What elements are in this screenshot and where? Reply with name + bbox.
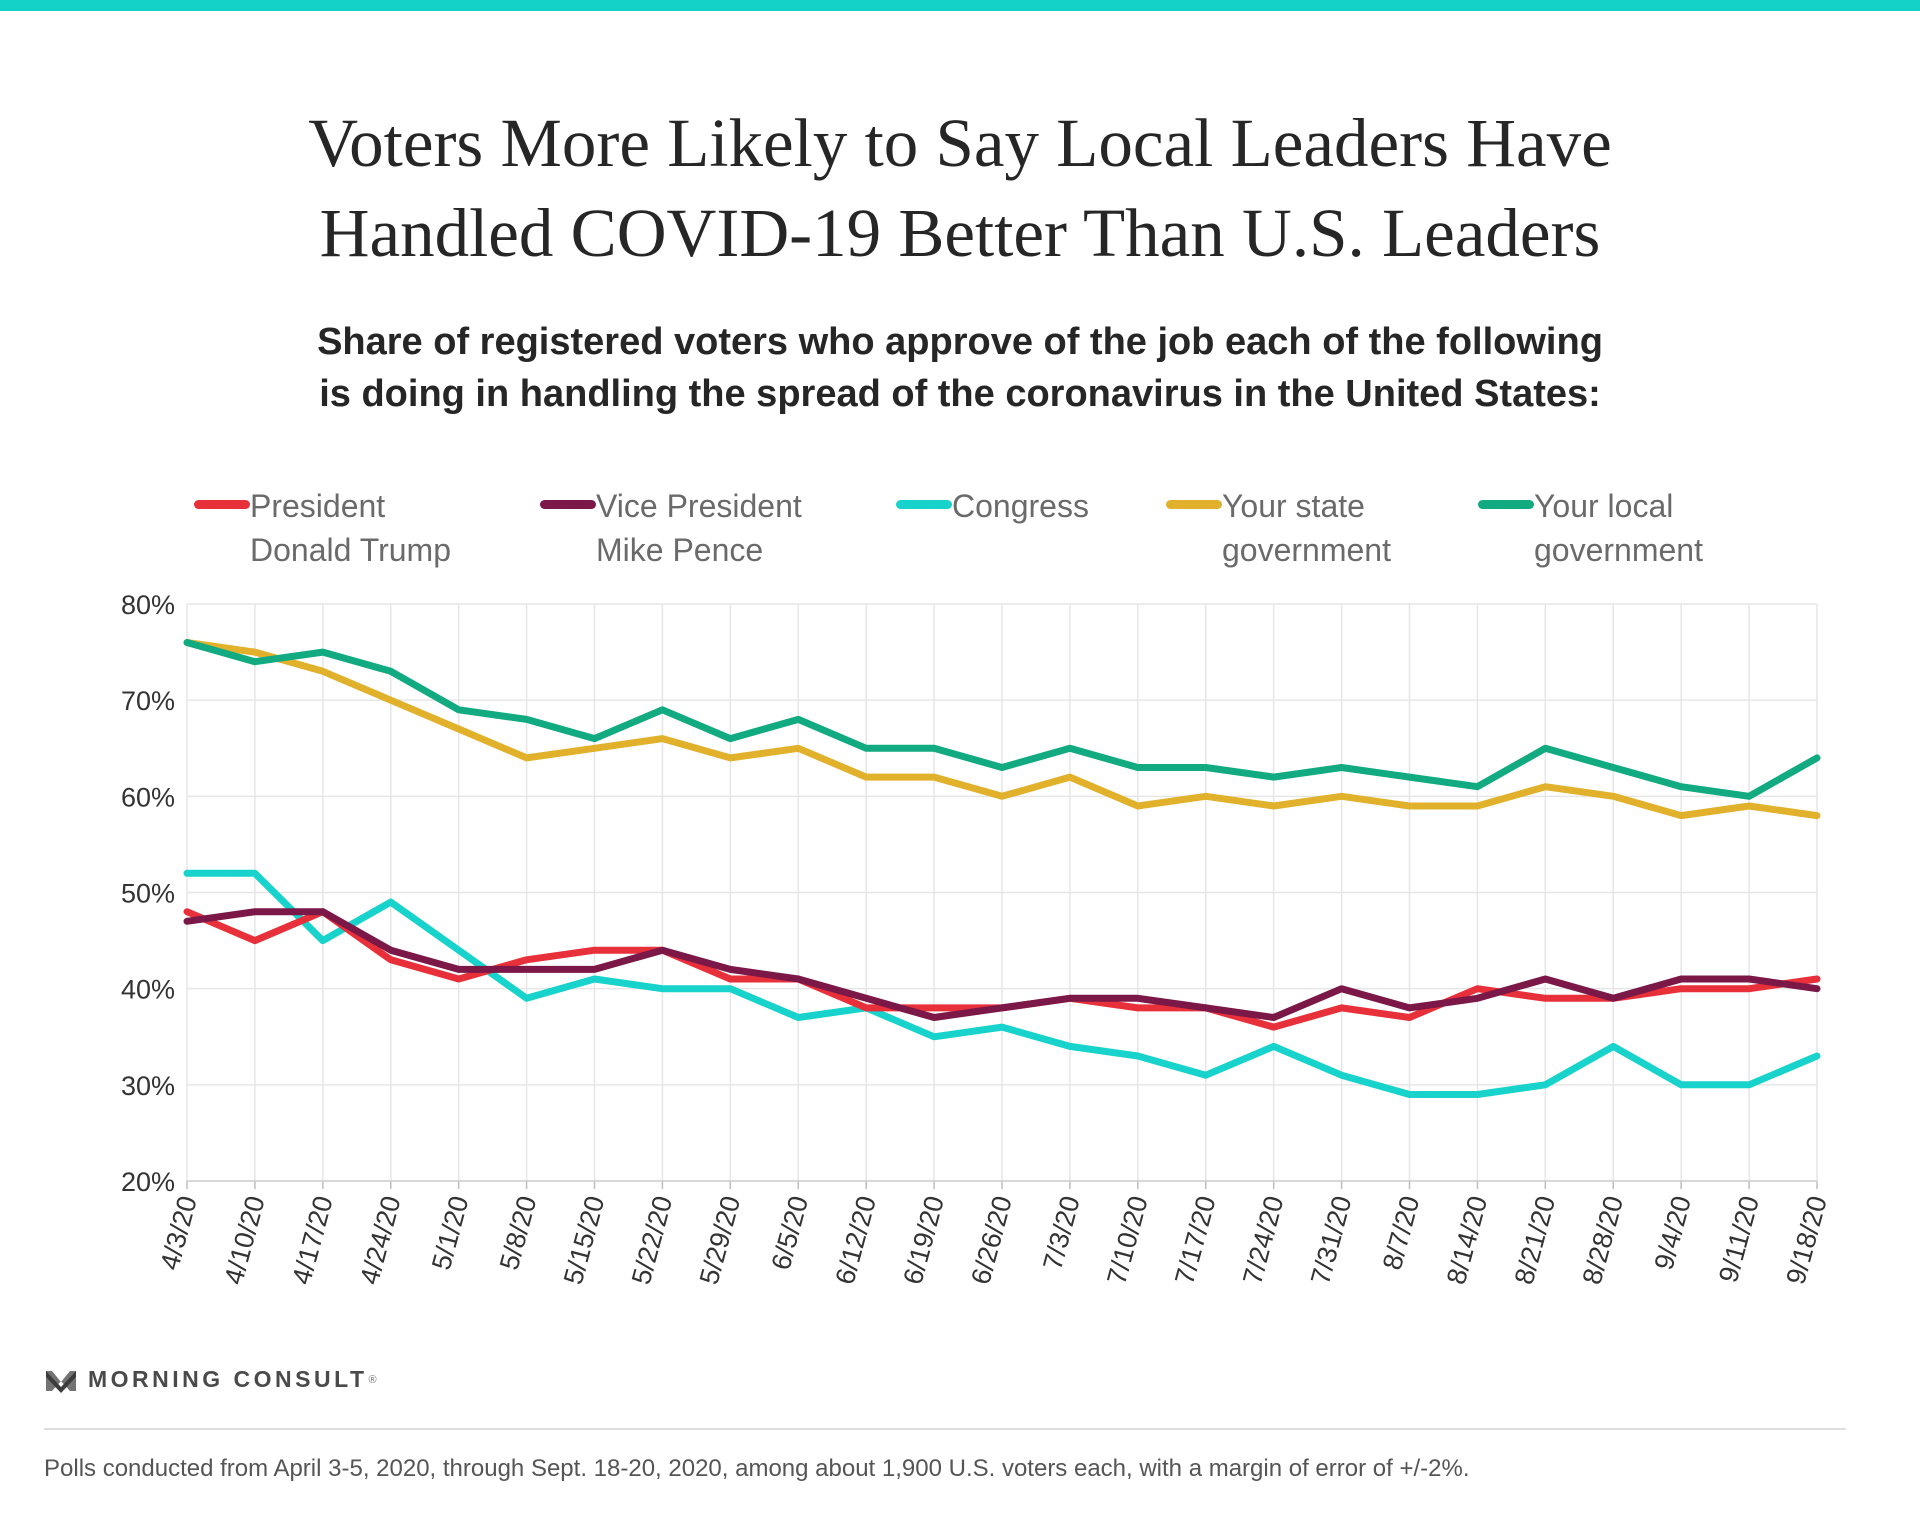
brand-name: MORNING CONSULT: [88, 1366, 368, 1392]
x-tick-label: 4/17/20: [286, 1193, 338, 1288]
legend-label-pence: Vice President Mike Pence: [596, 484, 856, 572]
legend-swatch-trump: [194, 500, 250, 509]
legend-swatch-state: [1166, 500, 1222, 509]
legend-label-trump-line-1: President: [250, 488, 386, 524]
y-axis-tick-labels: 20% 30% 40% 50% 60% 70% 80%: [121, 590, 175, 1197]
morning-consult-logo-icon: [46, 1370, 76, 1393]
top-accent-bar: [0, 0, 1920, 11]
legend-item-local: Your local government: [1478, 484, 1794, 572]
footer-divider: [44, 1428, 1846, 1430]
legend-label-local-line-1: Your local: [1534, 488, 1674, 524]
x-tick-label: 4/3/20: [154, 1193, 202, 1273]
legend-item-pence: Vice President Mike Pence: [540, 484, 856, 572]
series-line-pence: [183, 908, 1821, 1021]
legend-item-congress: Congress: [896, 484, 1212, 528]
y-tick-label: 20%: [121, 1167, 175, 1197]
brand-logo-block: MORNING CONSULT ®: [46, 1366, 377, 1393]
chart-subtitle-line-1: Share of registered voters who approve o…: [317, 321, 1603, 363]
x-tick-label: 7/31/20: [1305, 1193, 1357, 1288]
x-tick-label: 4/24/20: [354, 1193, 406, 1288]
y-tick-label: 30%: [121, 1071, 175, 1101]
chart-subtitle-line-2: is doing in handling the spread of the c…: [319, 373, 1601, 415]
legend-swatch-pence: [540, 500, 596, 509]
legend-label-local-line-2: government: [1534, 532, 1703, 568]
line-chart: 20% 30% 40% 50% 60% 70% 80% 4/3/20 4/10/20 4/17/…: [121, 590, 1833, 1288]
legend-label-congress-line-1: Congress: [952, 488, 1089, 524]
legend-label-state-line-1: Your state: [1222, 488, 1365, 524]
x-tick-label: 7/17/20: [1169, 1193, 1221, 1288]
chart-title-line-2: Handled COVID-19 Better Than U.S. Leader…: [319, 195, 1601, 271]
legend-item-trump: President Donald Trump: [194, 484, 510, 572]
y-tick-label: 70%: [121, 686, 175, 716]
chart-title-line-1: Voters More Likely to Say Local Leaders …: [308, 105, 1612, 181]
legend-label-trump: President Donald Trump: [250, 484, 510, 572]
brand-registered-mark: ®: [368, 1373, 377, 1386]
legend-label-local: Your local government: [1534, 484, 1794, 572]
x-tick-label: 9/11/20: [1713, 1193, 1765, 1286]
x-tick-label: 9/18/20: [1780, 1193, 1832, 1288]
series-line-local: [183, 639, 1821, 800]
x-tick-label: 5/22/20: [626, 1193, 678, 1288]
chart-subtitle: Share of registered voters who approve o…: [200, 316, 1720, 420]
x-tick-label: 4/10/20: [218, 1193, 270, 1288]
legend-label-congress: Congress: [952, 484, 1212, 528]
legend-item-state: Your state government: [1166, 484, 1482, 572]
x-tick-label: 8/21/20: [1509, 1193, 1561, 1288]
legend-label-pence-line-2: Mike Pence: [596, 532, 764, 568]
x-tick-label: 9/4/20: [1649, 1193, 1697, 1273]
legend-label-state: Your state government: [1222, 484, 1482, 572]
y-tick-label: 80%: [121, 590, 175, 620]
series-line-state: [183, 639, 1821, 820]
x-tick-label: 8/7/20: [1377, 1193, 1425, 1273]
chart-title: Voters More Likely to Say Local Leaders …: [160, 98, 1760, 278]
x-tick-label: 5/1/20: [426, 1193, 474, 1273]
x-tick-label: 7/10/20: [1101, 1193, 1153, 1288]
legend-swatch-local: [1478, 500, 1534, 509]
x-tick-label: 6/5/20: [766, 1193, 814, 1273]
x-tick-label: 8/14/20: [1441, 1193, 1493, 1288]
series-layer: [183, 639, 1821, 1098]
legend-label-state-line-2: government: [1222, 532, 1391, 568]
x-tick-label: 7/24/20: [1237, 1193, 1289, 1288]
footnote: Polls conducted from April 3-5, 2020, th…: [44, 1455, 1470, 1482]
x-tick-label: 6/19/20: [898, 1193, 950, 1288]
x-tick-label: 6/26/20: [965, 1193, 1017, 1288]
legend-label-trump-line-2: Donald Trump: [250, 532, 451, 568]
x-tick-label: 5/8/20: [494, 1193, 542, 1273]
y-tick-label: 60%: [121, 782, 175, 812]
x-axis-tick-labels: 4/3/20 4/10/20 4/17/20 4/24/20 5/1/20 5/8/20 5…: [154, 1193, 1832, 1288]
x-tick-label: 5/29/20: [694, 1193, 746, 1288]
legend-label-pence-line-1: Vice President: [596, 488, 802, 524]
y-tick-label: 50%: [121, 879, 175, 909]
x-tick-label: 8/28/20: [1577, 1193, 1629, 1288]
x-tick-label: 5/15/20: [558, 1193, 610, 1288]
y-tick-label: 40%: [121, 975, 175, 1005]
legend-swatch-congress: [896, 500, 952, 509]
x-tick-label: 7/3/20: [1037, 1193, 1085, 1273]
x-tick-label: 6/12/20: [830, 1193, 882, 1288]
series-line-congress: [183, 869, 1821, 1098]
